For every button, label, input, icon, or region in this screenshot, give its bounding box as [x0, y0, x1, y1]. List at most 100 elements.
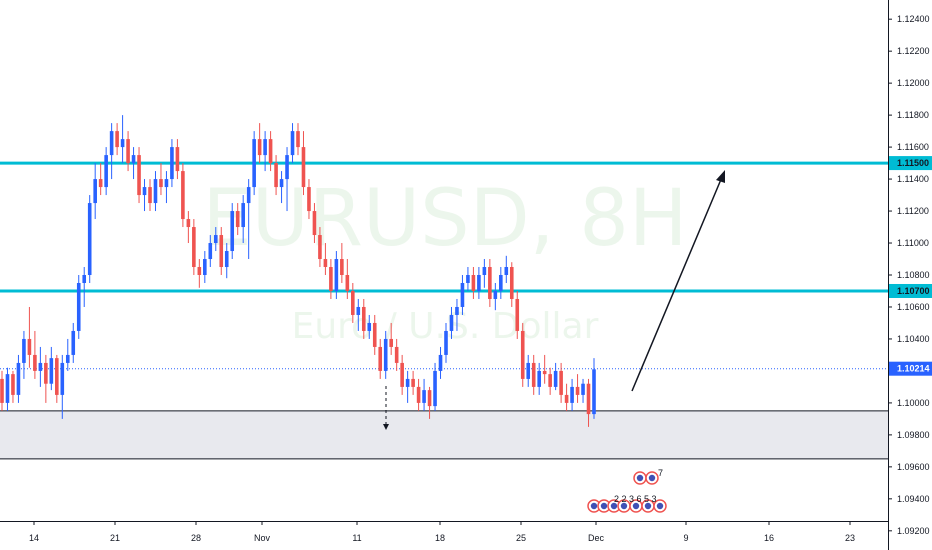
- candle-body: [340, 259, 344, 275]
- candle-body: [279, 179, 284, 188]
- candle: [389, 322, 393, 355]
- candle-body: [318, 235, 322, 260]
- candle: [285, 147, 289, 212]
- candle-body: [109, 131, 114, 156]
- time-tick-label: 23: [845, 533, 855, 543]
- current-price-tag[interactable]: [889, 361, 932, 376]
- candle: [372, 314, 377, 355]
- price-axis[interactable]: 1.12400 1.12200 1.12000 1.11800 1.11600 1.114…: [888, 0, 932, 550]
- candle-body: [531, 362, 536, 387]
- candle-body: [203, 259, 207, 275]
- time-tick-label: Nov: [254, 533, 271, 543]
- candle-body: [208, 243, 213, 260]
- candle: [482, 259, 487, 288]
- candle-body: [137, 155, 141, 196]
- drawings[interactable]: [383, 170, 725, 430]
- candle-body: [389, 338, 393, 347]
- level-price-tag[interactable]: [889, 283, 932, 298]
- time-tick-label: 9: [683, 533, 688, 543]
- candle-body: [120, 139, 125, 148]
- candle-body: [27, 338, 32, 355]
- candle: [488, 259, 492, 307]
- candle-body: [564, 394, 569, 403]
- price-tick-label: 1.09600: [897, 462, 930, 472]
- candle: [131, 147, 136, 180]
- price-tick-label: 1.12200: [897, 46, 930, 56]
- support-zone-fill[interactable]: [0, 410, 888, 459]
- event-flag-icon[interactable]: [645, 471, 659, 485]
- economic-events[interactable]: 7 2 2 3 6 5 3: [587, 468, 667, 513]
- candle-body: [257, 139, 262, 156]
- time-tick-label: 14: [29, 533, 39, 543]
- candle: [312, 203, 317, 244]
- candle: [416, 378, 421, 411]
- candle: [400, 354, 404, 395]
- time-axis[interactable]: 14 21 28 Nov 11 18 25 Dec 9 16 23: [0, 521, 888, 550]
- candle-body: [307, 187, 311, 212]
- candle-body: [416, 386, 421, 403]
- candle: [153, 171, 158, 212]
- candle-body: [466, 275, 470, 283]
- candle: [279, 171, 284, 204]
- candle-body: [405, 378, 410, 387]
- price-tick-label: 1.11000: [897, 238, 929, 248]
- event-flag-core: [644, 502, 652, 510]
- watermark-symbol: EURUSD, 8H: [202, 174, 687, 264]
- level-price-tag[interactable]: [889, 156, 932, 171]
- candle: [5, 367, 10, 411]
- candle: [120, 115, 125, 164]
- time-tick-label: 25: [516, 533, 526, 543]
- candle: [49, 346, 54, 391]
- support-zone[interactable]: [0, 410, 888, 460]
- price-tick-label: 1.11600: [897, 142, 929, 152]
- candle-body: [301, 147, 306, 188]
- candle-body: [170, 147, 174, 180]
- event-flag-icon[interactable]: [587, 499, 601, 513]
- candle: [22, 330, 26, 379]
- candle: [208, 235, 213, 268]
- candle-body: [192, 227, 196, 268]
- candle: [290, 123, 295, 164]
- candle-body: [159, 179, 163, 188]
- candle-body: [559, 370, 563, 395]
- candle: [246, 179, 251, 260]
- event-flag-core: [590, 502, 598, 510]
- price-tick-label: 1.09800: [897, 430, 930, 440]
- candle-body: [268, 139, 273, 164]
- price-tick-label: 1.11200: [897, 206, 929, 216]
- event-flag-icon[interactable]: [641, 499, 655, 513]
- candle-body: [433, 370, 437, 407]
- candle: [235, 203, 240, 236]
- candle: [323, 243, 328, 275]
- candle: [257, 123, 262, 164]
- candle-body: [383, 338, 388, 371]
- horizontal-levels[interactable]: [0, 161, 888, 370]
- candle-body: [411, 378, 415, 387]
- candle-body: [93, 179, 97, 204]
- event-flag-core: [632, 502, 640, 510]
- candle-body: [241, 203, 245, 228]
- time-tick-label: 28: [191, 533, 201, 543]
- event-flag-icon[interactable]: [633, 471, 647, 485]
- price-tick-label: 1.10000: [897, 398, 930, 408]
- candle: [411, 370, 415, 395]
- candle-body: [460, 282, 465, 307]
- candle: [296, 123, 300, 156]
- candle: [329, 259, 333, 299]
- candle: [455, 298, 459, 331]
- candle: [449, 306, 454, 339]
- candle: [148, 179, 152, 212]
- candle-body: [175, 147, 180, 172]
- candle: [170, 139, 174, 188]
- price-tick-label: 1.09200: [897, 526, 930, 536]
- level-price-tag-text: 1.11500: [897, 158, 929, 168]
- candle-body: [224, 251, 229, 268]
- candle: [509, 262, 514, 307]
- candle: [570, 378, 574, 411]
- candle-body: [22, 338, 26, 363]
- candle: [38, 346, 43, 387]
- projection-arrow[interactable]: [631, 176, 723, 392]
- event-flag-icon[interactable]: [653, 499, 667, 513]
- candle-body: [197, 267, 202, 275]
